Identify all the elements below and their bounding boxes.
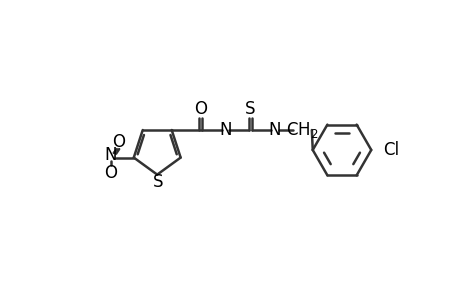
Text: N: N [219,121,231,139]
Text: O: O [104,164,117,182]
Text: CH$_2$: CH$_2$ [285,120,318,140]
Text: S: S [152,173,163,191]
Text: Cl: Cl [382,141,398,159]
Text: O: O [112,133,124,151]
Text: N: N [268,121,280,139]
Text: N: N [104,146,117,164]
Text: O: O [194,100,207,118]
Text: S: S [245,100,255,118]
